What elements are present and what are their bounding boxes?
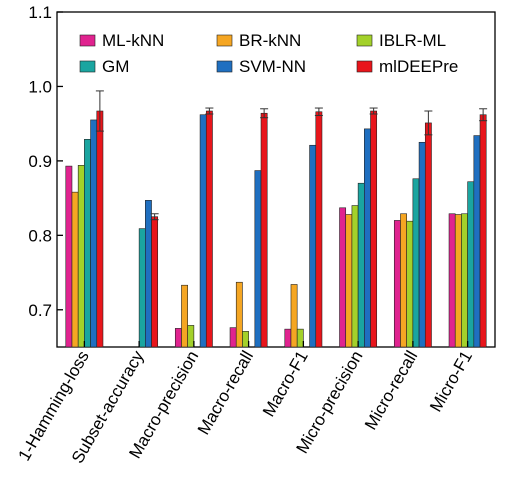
bar (412, 178, 420, 348)
bar (174, 328, 182, 348)
bar (400, 213, 407, 348)
legend-label: GM (102, 57, 129, 76)
x-tick-label: Micro-recall (361, 348, 421, 434)
bar (448, 213, 456, 348)
bar (254, 170, 262, 348)
bar (479, 114, 487, 348)
x-axis: 1-Hamming-lossSubset-accuracyMacro-preci… (15, 341, 476, 467)
bar (84, 139, 91, 348)
bar (309, 144, 317, 348)
bar (290, 284, 298, 348)
bar (461, 213, 468, 348)
y-axis: 0.7 0.8 0.9 1.0 1.1 (28, 3, 63, 320)
y-tick-label: 1.1 (28, 3, 52, 22)
bar (65, 165, 73, 348)
bar (242, 331, 249, 348)
y-tick-label: 0.9 (28, 152, 52, 171)
legend-swatch (79, 34, 96, 47)
legend-label: SVM-NN (239, 57, 306, 76)
bar (351, 205, 359, 348)
bar (205, 110, 213, 348)
legend-swatch (356, 34, 373, 47)
bar (138, 228, 146, 348)
bar (364, 128, 371, 348)
bar (357, 182, 365, 348)
bar (345, 214, 353, 348)
legend-swatch (216, 34, 233, 47)
y-tick-label: 0.7 (28, 301, 52, 320)
bar (151, 216, 159, 348)
legend-label: BR-kNN (239, 31, 301, 50)
x-tick-label: Macro-F1 (259, 348, 312, 420)
legend: ML-kNN BR-kNN IBLR-ML GM SVM-NN mlDEEPre (79, 31, 458, 76)
bar (96, 110, 104, 348)
legend-label: IBLR-ML (379, 31, 446, 50)
bar (229, 327, 237, 348)
bar (296, 328, 304, 348)
bar (315, 111, 323, 348)
bar (260, 112, 268, 348)
bar (370, 110, 378, 348)
bar (145, 200, 152, 348)
bar (235, 281, 243, 348)
bar (90, 119, 98, 348)
bar (467, 181, 475, 348)
legend-swatch (356, 60, 373, 73)
legend-label: mlDEEPre (379, 57, 458, 76)
y-tick-label: 0.8 (28, 226, 52, 245)
x-tick-label: Micro-F1 (426, 348, 476, 416)
bar (393, 220, 401, 348)
legend-swatch (216, 60, 233, 73)
x-tick-label: Macro-recall (194, 348, 257, 439)
legend-swatch (79, 60, 96, 73)
bar (181, 284, 188, 348)
legend-label: ML-kNN (102, 31, 164, 50)
plot-area (56, 11, 496, 348)
bar (454, 214, 462, 348)
bar (77, 165, 85, 348)
bar (418, 141, 426, 348)
bar (284, 328, 292, 348)
bar (424, 122, 432, 348)
bar (199, 114, 207, 348)
bar (339, 207, 347, 348)
bar (71, 191, 79, 348)
y-tick-label: 1.0 (28, 77, 52, 96)
bar (187, 325, 195, 348)
plot-frame (56, 11, 496, 348)
bar (406, 220, 414, 348)
bar (473, 135, 481, 348)
